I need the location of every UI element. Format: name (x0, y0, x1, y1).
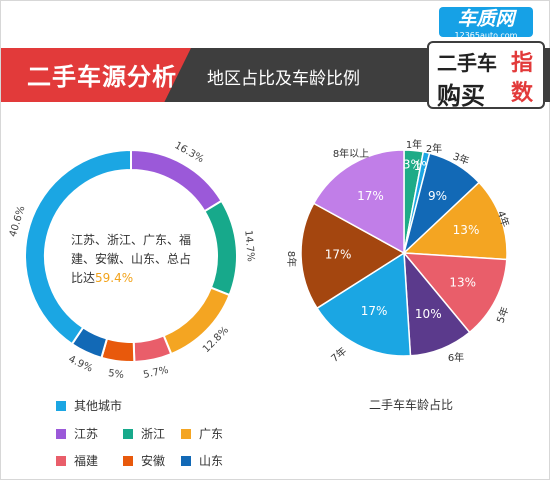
logo-site-name: 车质网 (439, 7, 533, 37)
legend-label: 福建 (74, 454, 99, 468)
donut-label-3: 5.7% (142, 365, 169, 381)
pie-slice-3 (402, 181, 508, 261)
logo-red-1: 指 (511, 51, 534, 76)
title-banner: 二手车源分析 (1, 48, 191, 102)
legend-swatch (123, 455, 133, 466)
legend-item-6: 山东 (181, 452, 223, 469)
age-chart-title: 二手车车龄占比 (369, 398, 454, 412)
legend-item-4: 福建 (56, 452, 98, 469)
donut-center-text-0: 江苏、浙江、广东、福 (71, 232, 191, 247)
donut-slice-0 (130, 148, 223, 213)
logo-badge: 二手车 购买 指 数 (427, 41, 545, 110)
legend-item-2: 浙江 (123, 425, 165, 442)
donut-slice-3 (132, 334, 173, 363)
pie-value-label-8: 17% (357, 189, 384, 203)
pie-category-label-0: 1年 (406, 138, 422, 151)
pie-category-label-1: 2年 (426, 142, 442, 155)
donut-label-6: 40.6% (8, 205, 28, 239)
pie-value-label-7: 17% (325, 248, 352, 262)
legend-label: 江苏 (74, 427, 99, 441)
legend-item-5: 安徽 (123, 452, 165, 469)
pie-category-label-8: 8年以上 (333, 147, 369, 160)
legend-label: 安徽 (141, 454, 166, 468)
logo-url: 12365auto.com (454, 31, 518, 40)
pie-value-label-2: 9% (428, 189, 447, 203)
legend-swatch (181, 455, 191, 466)
pie-category-label-7: 8年 (285, 251, 298, 267)
pie-value-label-4: 13% (449, 275, 476, 289)
pie-slice-8 (312, 149, 405, 255)
pie-value-label-5: 10% (415, 307, 442, 321)
page-title: 二手车源分析 (27, 63, 177, 91)
legend-swatch (56, 455, 66, 466)
brand-logo: 车质网 12365auto.com 二手车 购买 指 数 (425, 7, 545, 111)
pie-category-label-5: 6年 (448, 351, 464, 364)
donut-center-text-1: 建、安徽、山东、总占 (71, 251, 191, 266)
legend-label: 山东 (199, 454, 224, 468)
legend-label: 浙江 (141, 427, 166, 441)
page-subtitle: 地区占比及车龄比例 (207, 69, 360, 89)
logo-red-2: 数 (511, 81, 534, 106)
legend-item-1: 江苏 (56, 425, 98, 442)
donut-label-5: 4.9% (67, 354, 95, 375)
pie-category-label-4: 5年 (494, 305, 512, 325)
donut-label-1: 14.7% (242, 230, 256, 263)
donut-center-text-2: 比达59.4% (71, 271, 133, 285)
pie-category-label-6: 7年 (328, 344, 349, 364)
legend-item-3: 广东 (181, 425, 223, 442)
donut-slice-1 (203, 199, 238, 297)
legend-swatch (181, 428, 191, 439)
legend-label: 其他城市 (74, 399, 123, 413)
pie-slice-6 (315, 251, 412, 357)
region-donut-chart: 16.3%14.7%12.8%5.7%5%4.9%40.6%江苏、浙江、广东、福… (8, 140, 256, 381)
logo-line-2: 购买 (437, 82, 485, 110)
legend-swatch (123, 428, 133, 439)
age-pie-chart: 3%1年1%2年9%3年13%4年13%5年10%6年17%7年17%8年17%… (285, 138, 512, 365)
legend-item-0: 其他城市 (56, 397, 122, 414)
legend-swatch (56, 400, 66, 411)
pie-slice-7 (300, 202, 406, 310)
pie-slice-4 (402, 252, 508, 334)
pie-value-label-6: 17% (361, 304, 388, 318)
pie-value-label-3: 13% (453, 223, 480, 237)
donut-label-4: 5% (107, 368, 124, 381)
pie-value-label-0: 3% (403, 157, 422, 171)
legend-label: 广东 (199, 427, 224, 441)
donut-slice-6 (24, 148, 132, 346)
legend-swatch (56, 428, 66, 439)
logo-line-1: 二手车 (437, 51, 497, 75)
